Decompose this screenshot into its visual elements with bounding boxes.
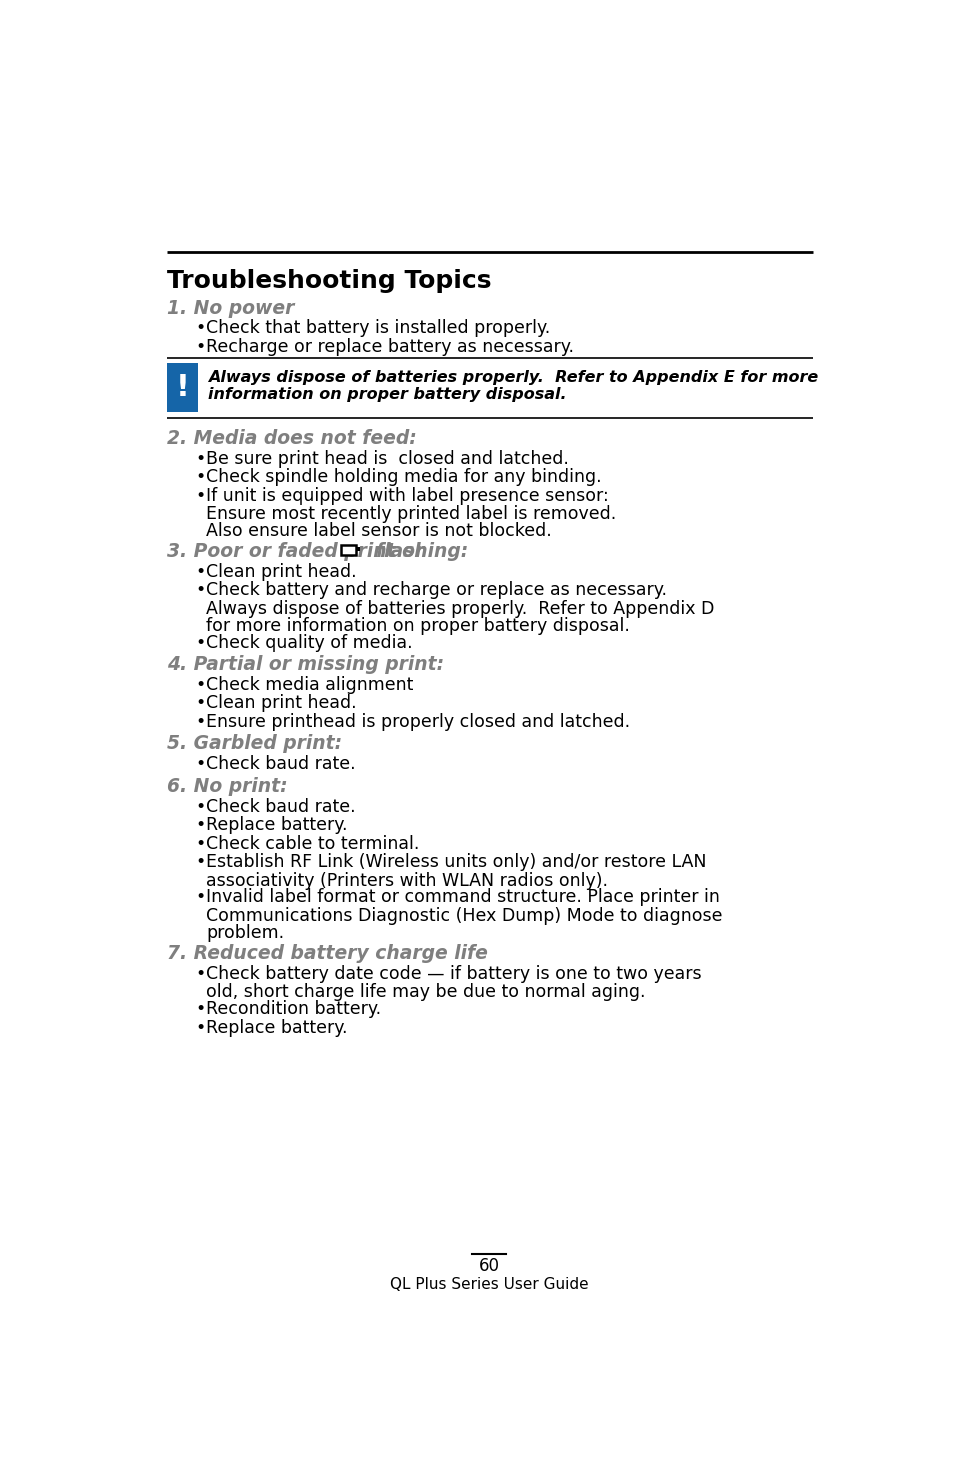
Text: Replace battery.: Replace battery. bbox=[206, 816, 347, 833]
Text: Ensure printhead is properly closed and latched.: Ensure printhead is properly closed and … bbox=[206, 712, 630, 732]
Text: Ensure most recently printed label is removed.: Ensure most recently printed label is re… bbox=[206, 504, 616, 524]
Text: Communications Diagnostic (Hex Dump) Mode to diagnose: Communications Diagnostic (Hex Dump) Mod… bbox=[206, 907, 721, 925]
Text: Check cable to terminal.: Check cable to terminal. bbox=[206, 835, 419, 853]
Text: •: • bbox=[195, 816, 205, 833]
Text: old, short charge life may be due to normal aging.: old, short charge life may be due to nor… bbox=[206, 984, 645, 1002]
Text: 2. Media does not feed:: 2. Media does not feed: bbox=[167, 429, 416, 448]
Text: •: • bbox=[195, 1000, 205, 1018]
Text: •: • bbox=[195, 320, 205, 338]
Text: QL Plus Series User Guide: QL Plus Series User Guide bbox=[389, 1276, 588, 1292]
Bar bbox=[356, 547, 359, 552]
Text: problem.: problem. bbox=[206, 923, 284, 943]
Text: •: • bbox=[195, 450, 205, 468]
Text: Clean print head.: Clean print head. bbox=[206, 563, 356, 581]
Text: 5. Garbled print:: 5. Garbled print: bbox=[167, 735, 342, 754]
Text: Establish RF Link (Wireless units only) and/or restore LAN: Establish RF Link (Wireless units only) … bbox=[206, 853, 706, 872]
Text: •: • bbox=[195, 853, 205, 872]
Text: 3. Poor or faded print or: 3. Poor or faded print or bbox=[167, 541, 431, 561]
Text: Check spindle holding media for any binding.: Check spindle holding media for any bind… bbox=[206, 468, 601, 487]
Text: Also ensure label sensor is not blocked.: Also ensure label sensor is not blocked. bbox=[206, 522, 551, 540]
Text: for more information on proper battery disposal.: for more information on proper battery d… bbox=[206, 617, 629, 634]
Text: 4. Partial or missing print:: 4. Partial or missing print: bbox=[167, 655, 444, 674]
Text: Check battery date code — if battery is one to two years: Check battery date code — if battery is … bbox=[206, 965, 701, 982]
Text: Always dispose of batteries properly.  Refer to Appendix D: Always dispose of batteries properly. Re… bbox=[206, 600, 714, 618]
Text: •: • bbox=[195, 755, 205, 773]
Text: Replace battery.: Replace battery. bbox=[206, 1019, 347, 1037]
Text: Invalid label format or command structure. Place printer in: Invalid label format or command structur… bbox=[206, 888, 720, 907]
Text: •: • bbox=[195, 695, 205, 712]
Text: •: • bbox=[195, 563, 205, 581]
Text: Check battery and recharge or replace as necessary.: Check battery and recharge or replace as… bbox=[206, 581, 666, 599]
Text: information on proper battery disposal.: information on proper battery disposal. bbox=[208, 388, 566, 403]
Text: Recharge or replace battery as necessary.: Recharge or replace battery as necessary… bbox=[206, 338, 574, 355]
Text: •: • bbox=[195, 487, 205, 504]
Text: •: • bbox=[195, 835, 205, 853]
Text: Always dispose of batteries properly.  Refer to Appendix E for more: Always dispose of batteries properly. Re… bbox=[208, 370, 817, 385]
Text: Recondition battery.: Recondition battery. bbox=[206, 1000, 381, 1018]
Text: 6. No print:: 6. No print: bbox=[167, 777, 288, 797]
Text: Check baud rate.: Check baud rate. bbox=[206, 798, 355, 816]
Text: 1. No power: 1. No power bbox=[167, 298, 294, 317]
Text: •: • bbox=[195, 1019, 205, 1037]
Text: •: • bbox=[195, 798, 205, 816]
Text: •: • bbox=[195, 338, 205, 355]
Text: Check baud rate.: Check baud rate. bbox=[206, 755, 355, 773]
Text: •: • bbox=[195, 712, 205, 732]
Text: Check that battery is installed properly.: Check that battery is installed properly… bbox=[206, 320, 550, 338]
Text: Check media alignment: Check media alignment bbox=[206, 676, 413, 693]
Text: 60: 60 bbox=[477, 1257, 499, 1276]
Text: Be sure print head is  closed and latched.: Be sure print head is closed and latched… bbox=[206, 450, 568, 468]
Text: •: • bbox=[195, 634, 205, 652]
Bar bbox=[167, 363, 198, 412]
Text: •: • bbox=[195, 468, 205, 487]
Bar bbox=[340, 544, 356, 555]
Text: •: • bbox=[195, 888, 205, 907]
Text: If unit is equipped with label presence sensor:: If unit is equipped with label presence … bbox=[206, 487, 608, 504]
Text: Check quality of media.: Check quality of media. bbox=[206, 634, 413, 652]
Text: •: • bbox=[195, 676, 205, 693]
Text: •: • bbox=[195, 965, 205, 982]
Text: Troubleshooting Topics: Troubleshooting Topics bbox=[167, 270, 492, 294]
Text: Clean print head.: Clean print head. bbox=[206, 695, 356, 712]
Text: •: • bbox=[195, 581, 205, 599]
Text: flashing:: flashing: bbox=[363, 541, 468, 561]
Text: !: ! bbox=[175, 373, 190, 401]
Text: 7. Reduced battery charge life: 7. Reduced battery charge life bbox=[167, 944, 488, 963]
Text: associativity (Printers with WLAN radios only).: associativity (Printers with WLAN radios… bbox=[206, 872, 607, 889]
